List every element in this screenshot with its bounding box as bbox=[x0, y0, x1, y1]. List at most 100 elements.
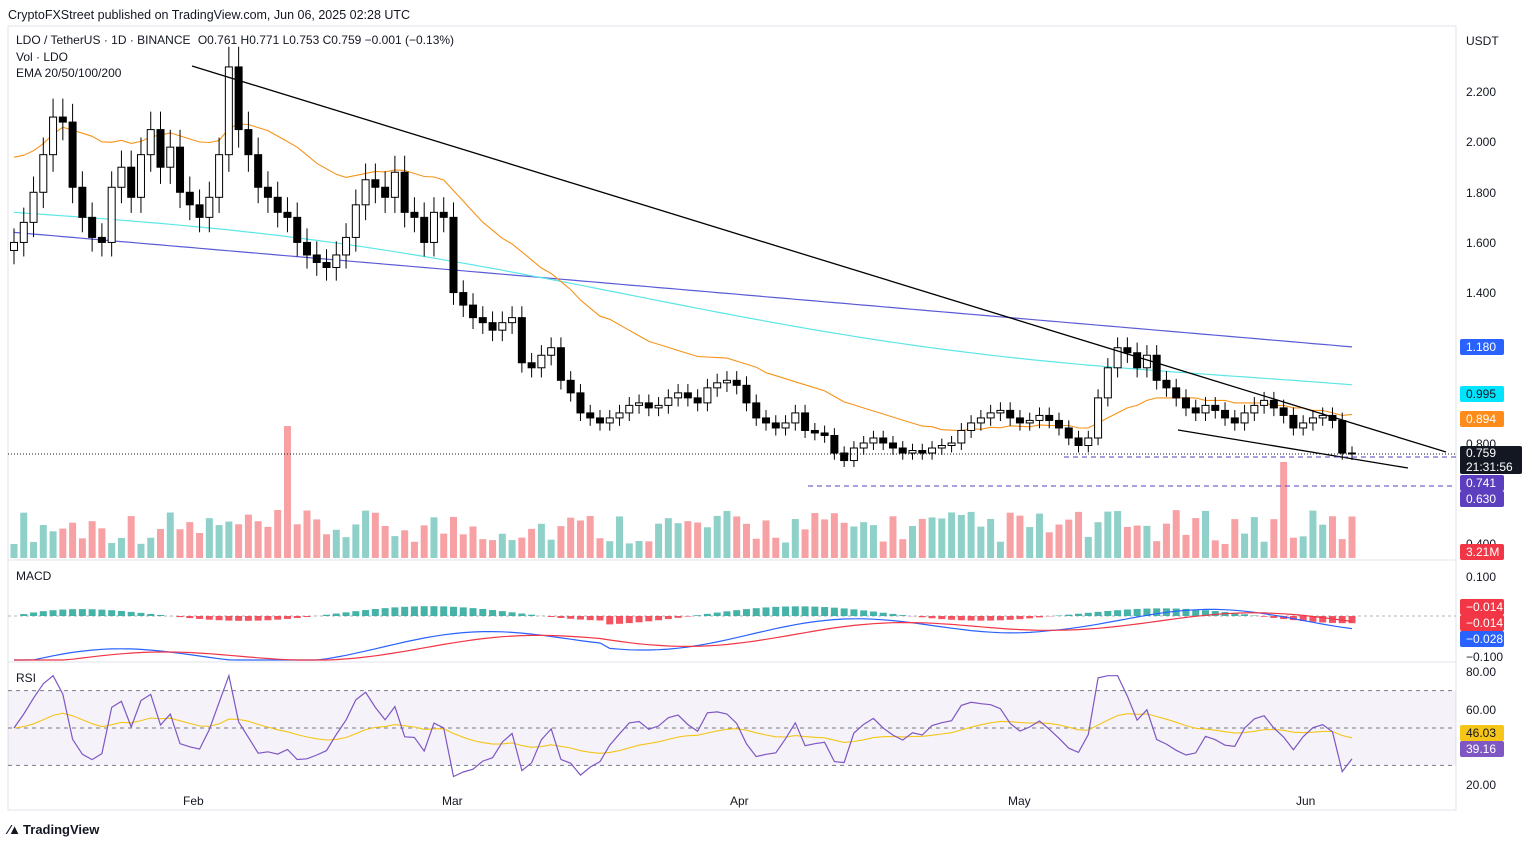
candle-body bbox=[185, 191, 194, 206]
tradingview-brand[interactable]: ⁄▲ TradingView bbox=[8, 822, 99, 837]
macd-tick-label: −0.100 bbox=[1466, 650, 1504, 664]
candle-body bbox=[742, 384, 751, 404]
volume-bar bbox=[684, 521, 692, 558]
macd-histogram-bar bbox=[733, 610, 741, 616]
candle-body bbox=[39, 154, 48, 193]
volume-bar bbox=[1231, 519, 1239, 558]
candle-body bbox=[224, 66, 233, 156]
macd-histogram-bar bbox=[948, 616, 956, 620]
volume-bar bbox=[303, 510, 311, 558]
macd-histogram-bar bbox=[332, 613, 340, 616]
macd-histogram-bar bbox=[1280, 616, 1288, 620]
volume-bar bbox=[1172, 510, 1180, 558]
volume-bar bbox=[440, 533, 448, 558]
candle-body bbox=[254, 154, 263, 188]
macd-histogram-bar bbox=[108, 610, 116, 616]
candle-body bbox=[1025, 419, 1034, 424]
volume-bar bbox=[1211, 540, 1219, 558]
candle-body bbox=[820, 432, 829, 436]
volume-bar bbox=[869, 525, 877, 558]
macd-histogram-bar bbox=[1241, 614, 1249, 616]
volume-bar bbox=[635, 541, 643, 558]
legend-volume[interactable]: Vol · LDO bbox=[16, 50, 69, 64]
candle-body bbox=[1240, 412, 1249, 424]
macd-histogram-bar bbox=[49, 610, 57, 616]
volume-bar bbox=[899, 539, 907, 558]
volume-bar bbox=[1045, 532, 1053, 558]
volume-bar bbox=[1016, 515, 1024, 558]
volume-bar bbox=[1309, 510, 1317, 558]
volume-bar bbox=[430, 517, 438, 558]
volume-bar bbox=[1026, 527, 1034, 558]
macd-histogram-bar bbox=[625, 616, 633, 624]
macd-histogram-bar bbox=[440, 606, 448, 616]
volume-bar bbox=[567, 517, 575, 558]
macd-histogram-bar bbox=[1026, 616, 1034, 619]
legend-symbol-row[interactable]: LDO / TetherUS · 1D · BINANCE O0.761 H0.… bbox=[16, 33, 454, 47]
macd-line-tag: −0.028 bbox=[1460, 631, 1504, 647]
volume-bar bbox=[664, 518, 672, 558]
lower-wedge-line bbox=[1177, 429, 1409, 469]
candle-body bbox=[351, 204, 360, 238]
macd-histogram-bar bbox=[811, 606, 819, 616]
macd-histogram-bar bbox=[88, 609, 96, 616]
volume-bar bbox=[49, 531, 57, 558]
published-header: CryptoFXStreet published on TradingView.… bbox=[8, 8, 411, 22]
volume-bar bbox=[352, 524, 360, 558]
macd-histogram-bar bbox=[987, 616, 995, 621]
volume-bar bbox=[59, 528, 67, 558]
macd-histogram-bar bbox=[528, 614, 536, 616]
macd-histogram-bar bbox=[1202, 610, 1210, 616]
ema200-line bbox=[13, 231, 1353, 348]
volume-bar bbox=[547, 539, 555, 558]
macd-histogram-bar bbox=[518, 613, 526, 616]
macd-title[interactable]: MACD bbox=[16, 569, 52, 583]
candle-body bbox=[1123, 347, 1132, 354]
volume-bar bbox=[283, 426, 291, 558]
volume-bar bbox=[1153, 541, 1161, 558]
legend-symbol[interactable]: LDO / TetherUS · 1D · BINANCE bbox=[16, 33, 191, 47]
candle-body bbox=[1211, 404, 1220, 411]
macd-histogram-bar bbox=[381, 608, 389, 616]
macd-histogram-bar bbox=[508, 612, 516, 616]
candle-body bbox=[859, 442, 868, 449]
macd-histogram-bar bbox=[156, 615, 164, 616]
macd-histogram-bar bbox=[664, 616, 672, 620]
macd-histogram-bar bbox=[244, 616, 252, 621]
macd-histogram-bar bbox=[1211, 611, 1219, 616]
candle-body bbox=[449, 216, 458, 294]
candle-body bbox=[752, 402, 761, 419]
candle-body bbox=[1094, 397, 1103, 439]
candle-body bbox=[527, 362, 536, 369]
volume-bar bbox=[371, 512, 379, 558]
volume-bar bbox=[1065, 519, 1073, 558]
candle-body bbox=[390, 171, 399, 198]
candle-body bbox=[976, 417, 985, 424]
macd-histogram-bar bbox=[1182, 608, 1190, 616]
macd-histogram-bar bbox=[996, 616, 1004, 621]
volume-bar bbox=[1289, 537, 1297, 558]
volume-bar bbox=[1299, 536, 1307, 558]
currency-label[interactable]: USDT bbox=[1466, 34, 1499, 48]
volume-bar bbox=[996, 541, 1004, 558]
macd-histogram-bar bbox=[1231, 613, 1239, 616]
volume-bar bbox=[557, 526, 565, 558]
macd-histogram-bar bbox=[762, 607, 770, 616]
rsi-title[interactable]: RSI bbox=[16, 671, 37, 685]
candle-body bbox=[683, 392, 692, 399]
volume-bar bbox=[772, 537, 780, 558]
macd-histogram-bar bbox=[186, 616, 194, 619]
macd-histogram-bar bbox=[889, 613, 897, 616]
candle-body bbox=[1221, 409, 1230, 419]
candle-body bbox=[498, 322, 507, 331]
candle-body bbox=[10, 241, 18, 251]
legend-ema[interactable]: EMA 20/50/100/200 bbox=[16, 66, 122, 80]
volume-bar bbox=[938, 518, 946, 558]
x-tick-label: Feb bbox=[183, 794, 204, 808]
candle-body bbox=[97, 236, 106, 243]
macd-histogram-bar bbox=[684, 616, 692, 617]
macd-histogram-bar bbox=[283, 616, 291, 619]
macd-histogram-bar bbox=[264, 616, 272, 621]
volume-bar bbox=[1328, 516, 1336, 558]
